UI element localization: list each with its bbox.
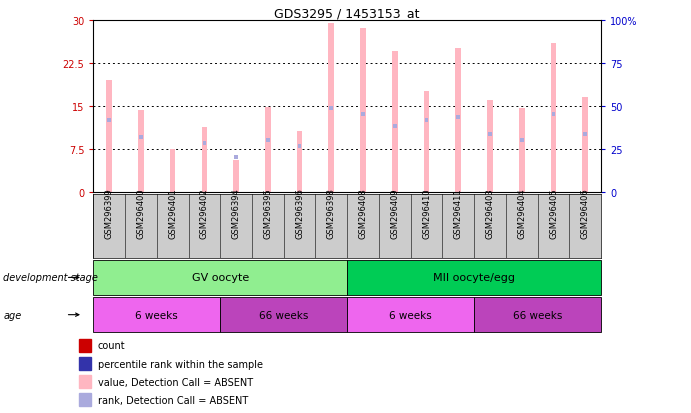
Bar	[347, 260, 601, 295]
Text: GV oocyte: GV oocyte	[191, 273, 249, 283]
Bar	[79, 357, 91, 370]
Bar	[265, 107, 271, 192]
Text: development stage: development stage	[3, 273, 98, 283]
Bar	[551, 43, 556, 192]
Bar	[425, 119, 428, 123]
Bar	[583, 98, 588, 192]
Bar	[489, 133, 492, 137]
Bar	[202, 142, 206, 145]
Bar	[393, 124, 397, 128]
Bar	[220, 297, 347, 332]
Bar	[107, 119, 111, 123]
Text: 6 weeks: 6 weeks	[135, 310, 178, 320]
Text: percentile rank within the sample: percentile rank within the sample	[97, 359, 263, 369]
Bar	[520, 139, 524, 142]
Bar	[455, 49, 461, 192]
Text: 6 weeks: 6 weeks	[389, 310, 432, 320]
Bar	[551, 113, 556, 117]
Bar	[296, 132, 303, 192]
Bar	[519, 109, 524, 192]
Bar	[79, 393, 91, 406]
Text: count: count	[97, 341, 125, 351]
Bar	[79, 339, 91, 352]
Bar	[361, 113, 365, 117]
Bar	[170, 149, 176, 192]
Text: age: age	[3, 310, 21, 320]
Bar	[330, 107, 333, 111]
Text: 66 weeks: 66 weeks	[259, 310, 308, 320]
Bar	[93, 260, 347, 295]
Bar	[347, 297, 474, 332]
Text: 66 weeks: 66 weeks	[513, 310, 562, 320]
Bar	[234, 161, 239, 192]
Bar	[457, 116, 460, 120]
Bar	[474, 297, 601, 332]
Title: GDS3295 / 1453153_at: GDS3295 / 1453153_at	[274, 7, 420, 19]
Bar	[139, 136, 143, 140]
Bar	[234, 156, 238, 160]
Bar	[360, 29, 366, 192]
Text: value, Detection Call = ABSENT: value, Detection Call = ABSENT	[97, 377, 253, 387]
Bar	[583, 133, 587, 137]
Bar	[266, 139, 269, 142]
Bar	[328, 24, 334, 192]
Bar	[424, 92, 429, 192]
Bar	[298, 144, 301, 148]
Bar	[487, 101, 493, 192]
Bar	[392, 52, 398, 192]
Bar	[138, 111, 144, 192]
Bar	[202, 128, 207, 192]
Bar	[106, 81, 112, 192]
Text: MII oocyte/egg: MII oocyte/egg	[433, 273, 515, 283]
Bar	[93, 297, 220, 332]
Bar	[79, 375, 91, 388]
Text: rank, Detection Call = ABSENT: rank, Detection Call = ABSENT	[97, 395, 248, 405]
